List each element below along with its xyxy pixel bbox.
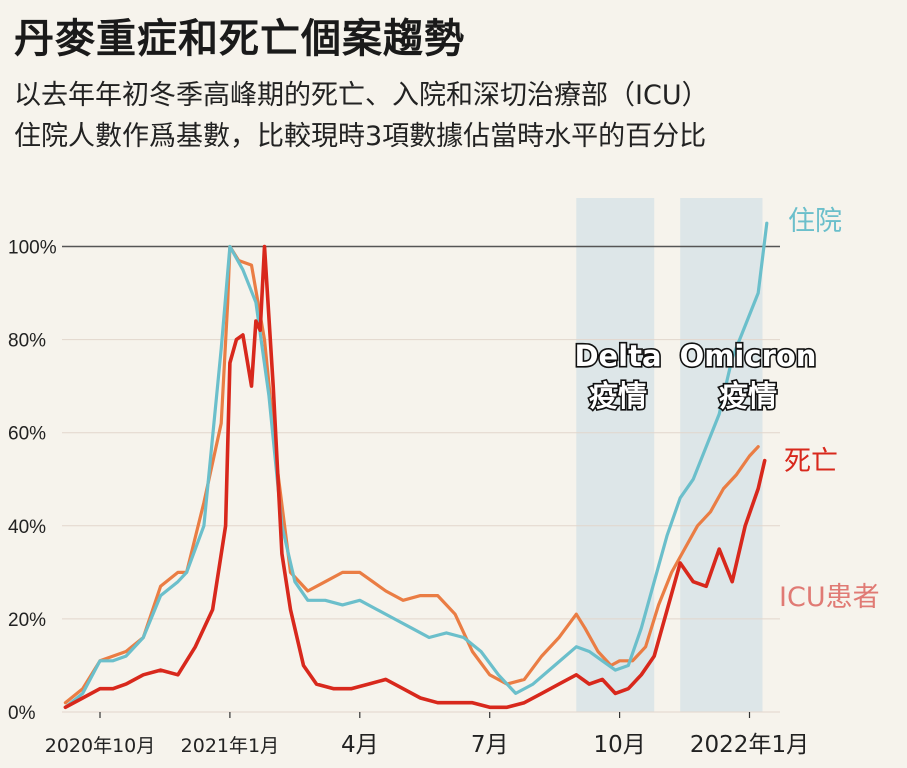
band-label-delta-line2: 疫情: [589, 379, 647, 413]
x-tick-label: 10月: [593, 732, 645, 758]
y-tick-label: 20%: [8, 610, 46, 631]
x-tick-label: 4月: [341, 732, 379, 758]
x-tick-label: 2021年1月: [181, 735, 279, 757]
y-tick-label: 80%: [8, 331, 46, 352]
band-label-omicron-line1: Omicron: [680, 339, 817, 373]
x-tick-label: 7月: [471, 732, 509, 758]
series-line-hospital: [63, 221, 769, 709]
subtitle-line-2: 住院人數作爲基數，比較現時3項數據佔當時水平的百分比: [14, 121, 707, 152]
series-label-icu: ICU患者: [779, 582, 880, 613]
x-tick-label: 2022年1月: [690, 732, 809, 758]
series-layer: [63, 221, 769, 710]
axis-ticks: 0% 20% 40% 60% 80% 100% 2020年10月 2021年1月 4月 7月 10月…: [8, 238, 809, 759]
band-label-omicron-line2: 疫情: [719, 379, 777, 413]
series-label-death: 死亡: [784, 446, 838, 477]
subtitle-line-1: 以去年年初冬季高峰期的死亡、入院和深切治療部（ICU）: [14, 80, 709, 111]
y-tick-label: 100%: [8, 238, 57, 259]
chart-title: 丹麥重症和死亡個案趨勢: [14, 16, 465, 62]
bands-layer: [576, 198, 763, 712]
y-tick-label: 40%: [8, 517, 46, 538]
series-line-death: [63, 244, 767, 710]
y-tick-label: 60%: [8, 424, 46, 445]
x-tick-label: 2020年10月: [45, 735, 156, 757]
band-label-delta-line1: Delta: [574, 339, 661, 373]
y-tick-label: 0%: [8, 703, 36, 724]
series-line-icu: [63, 244, 760, 705]
gridlines: [62, 245, 780, 713]
series-label-hospital: 住院: [788, 206, 842, 237]
